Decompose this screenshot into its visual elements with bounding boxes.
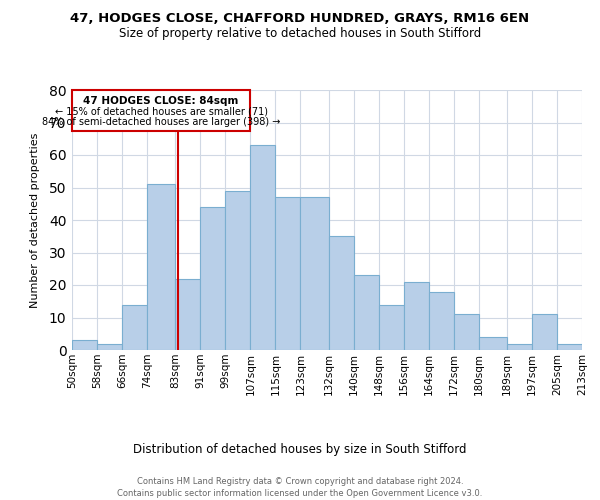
Bar (122, 304, 147, 350)
Bar (379, 304, 404, 350)
Bar (200, 207, 226, 350)
Bar (507, 344, 532, 350)
Bar (250, 145, 275, 350)
Text: Contains public sector information licensed under the Open Government Licence v3: Contains public sector information licen… (118, 489, 482, 498)
Bar (275, 197, 301, 350)
Text: 47, HODGES CLOSE, CHAFFORD HUNDRED, GRAYS, RM16 6EN: 47, HODGES CLOSE, CHAFFORD HUNDRED, GRAY… (70, 12, 530, 26)
Bar (532, 314, 557, 350)
Bar (557, 344, 582, 350)
Bar (226, 190, 250, 350)
Y-axis label: Number of detached properties: Number of detached properties (31, 132, 40, 308)
Bar (479, 337, 507, 350)
Bar (353, 275, 379, 350)
Bar (97, 344, 122, 350)
Bar (175, 278, 200, 350)
Text: Size of property relative to detached houses in South Stifford: Size of property relative to detached ho… (119, 28, 481, 40)
Bar (454, 314, 479, 350)
Text: ← 15% of detached houses are smaller (71): ← 15% of detached houses are smaller (71… (55, 106, 268, 116)
Bar (329, 236, 353, 350)
Text: Distribution of detached houses by size in South Stifford: Distribution of detached houses by size … (133, 442, 467, 456)
Bar (404, 282, 428, 350)
Bar (72, 90, 250, 130)
Bar (301, 197, 329, 350)
Text: Contains HM Land Registry data © Crown copyright and database right 2024.: Contains HM Land Registry data © Crown c… (137, 478, 463, 486)
Bar (147, 184, 175, 350)
Bar (72, 340, 97, 350)
Bar (428, 292, 454, 350)
Text: 84% of semi-detached houses are larger (398) →: 84% of semi-detached houses are larger (… (42, 116, 280, 126)
Text: 47 HODGES CLOSE: 84sqm: 47 HODGES CLOSE: 84sqm (83, 96, 239, 106)
